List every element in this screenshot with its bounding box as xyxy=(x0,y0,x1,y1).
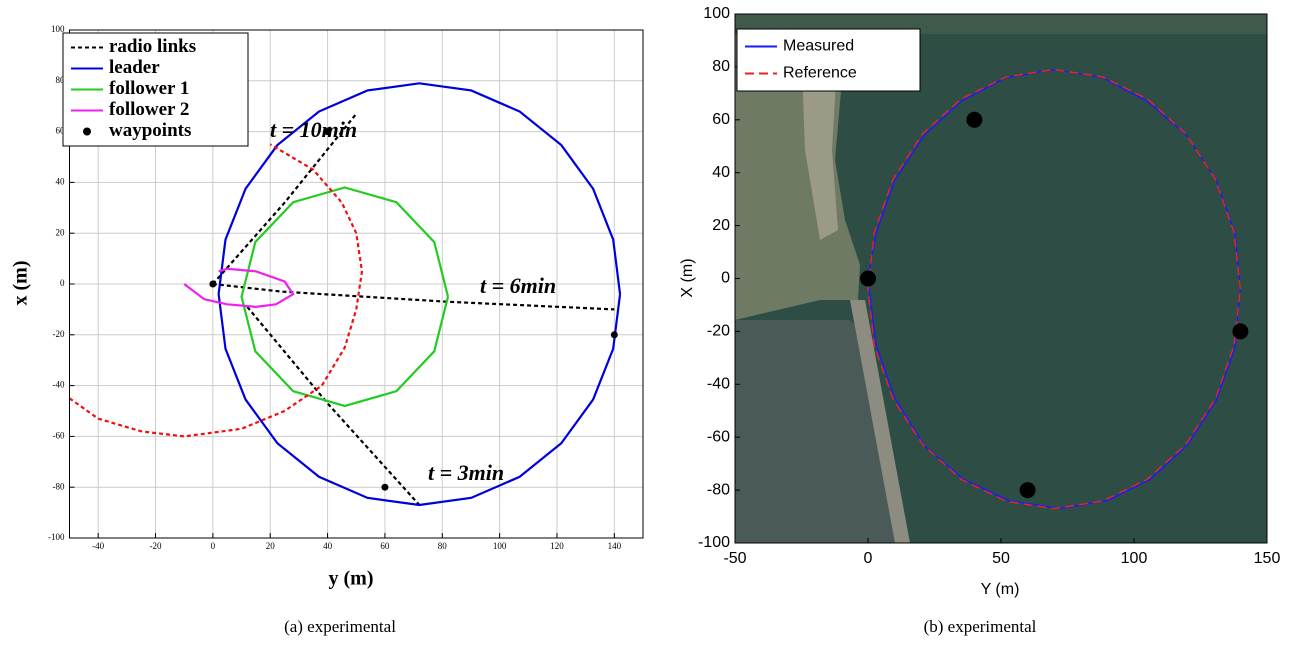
x-axis-label: y (m) xyxy=(329,568,374,590)
legend-label: radio links xyxy=(109,36,196,57)
series-line xyxy=(68,143,364,438)
plot-frame xyxy=(69,29,644,539)
plot-area xyxy=(860,68,1249,510)
legend-label: Measured xyxy=(783,38,854,55)
y-tick-label: 60 xyxy=(56,126,66,136)
y-tick-label: -100 xyxy=(698,534,730,551)
y-tick-label: 100 xyxy=(703,5,730,22)
legend-label: follower 2 xyxy=(109,99,189,120)
series-line xyxy=(246,306,421,506)
y-tick-label: -40 xyxy=(707,376,730,393)
series-line xyxy=(867,68,1242,510)
plot-frame xyxy=(734,13,1268,544)
y-tick-label: -80 xyxy=(707,481,730,498)
x-axis-label: Y (m) xyxy=(981,581,1020,598)
y-tick-label: -60 xyxy=(707,428,730,445)
x-tick-label: 50 xyxy=(992,550,1010,567)
annotation: t = 6min xyxy=(480,273,556,298)
y-tick-label: 20 xyxy=(56,227,66,237)
legend-label: follower 1 xyxy=(109,78,189,99)
x-tick-label: 80 xyxy=(438,541,448,551)
y-tick-label: -20 xyxy=(53,329,65,339)
x-tick-label: -50 xyxy=(723,550,746,567)
y-tick-label: 40 xyxy=(712,164,730,181)
caption: (a) experimental xyxy=(284,617,396,636)
y-tick-label: -100 xyxy=(48,532,65,542)
x-tick-label: 0 xyxy=(864,550,873,567)
panel-a: -40 -20 0 20 40 60 80 100 120 140 -100 -80 -60 -40 -20… xyxy=(10,24,644,636)
legend-label: leader xyxy=(109,57,160,78)
waypoint xyxy=(1232,323,1249,340)
waypoint xyxy=(381,483,389,491)
y-axis-label: x (m) xyxy=(10,261,32,306)
legend-label: waypoints xyxy=(109,120,191,141)
x-tick-label: 40 xyxy=(323,541,333,551)
series-line xyxy=(212,113,358,285)
y-tick-label: 80 xyxy=(56,75,66,85)
waypoint xyxy=(324,128,332,136)
x-tick-label: 150 xyxy=(1254,550,1281,567)
waypoint xyxy=(1019,482,1036,499)
waypoint xyxy=(860,270,876,287)
annotation: t = 10min xyxy=(270,117,357,142)
y-tick-label: 80 xyxy=(712,58,730,75)
legend-label: Reference xyxy=(783,65,857,82)
panel-b: -50 0 50 100 150 -100 -80 -60 -40 -20 0 20 40 60 80 100… xyxy=(679,5,1280,636)
y-tick-label: -40 xyxy=(53,380,65,390)
series-line xyxy=(183,267,295,308)
y-tick-label: -20 xyxy=(707,323,730,340)
satellite-background xyxy=(735,14,1267,543)
y-tick-label: 20 xyxy=(712,217,730,234)
y-tick-label: 0 xyxy=(721,270,730,287)
y-tick-label: 0 xyxy=(60,278,65,288)
x-tick-label: 0 xyxy=(211,541,216,551)
x-tick-label: 120 xyxy=(550,541,564,551)
annotation: t = 3min xyxy=(428,460,504,485)
y-tick-label: -80 xyxy=(53,481,65,491)
x-tick-label: -20 xyxy=(150,541,162,551)
y-tick-label: 60 xyxy=(712,111,730,128)
waypoint xyxy=(966,111,983,128)
x-tick-label: 100 xyxy=(1121,550,1148,567)
y-axis-label: X (m) xyxy=(679,258,696,297)
waypoint xyxy=(610,331,618,339)
series-line xyxy=(240,186,450,408)
x-tick-label: 100 xyxy=(493,541,507,551)
plot-area xyxy=(68,29,643,539)
legend-marker xyxy=(83,127,91,136)
caption: (b) experimental xyxy=(924,617,1037,636)
legend-box xyxy=(736,28,921,92)
x-tick-label: 60 xyxy=(380,541,390,551)
waypoint xyxy=(209,280,217,288)
series-line xyxy=(217,82,622,507)
y-tick-label: 40 xyxy=(56,176,66,186)
y-tick-label: 100 xyxy=(51,24,65,34)
x-tick-label: -40 xyxy=(92,541,104,551)
x-tick-label: 140 xyxy=(608,541,622,551)
x-tick-label: 20 xyxy=(266,541,276,551)
y-tick-label: -60 xyxy=(53,430,65,440)
